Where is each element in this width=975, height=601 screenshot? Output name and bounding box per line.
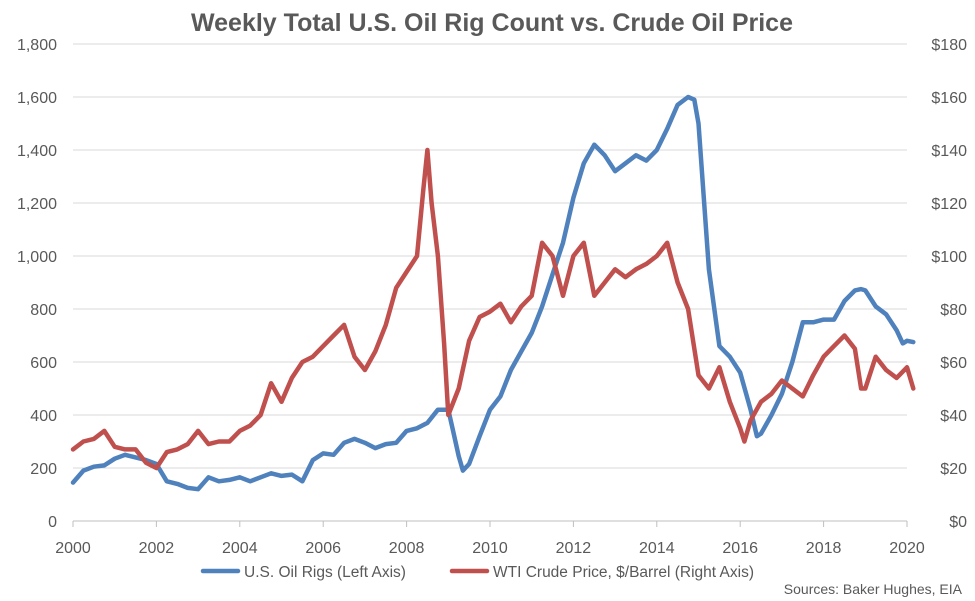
series-line-rigs: [70, 94, 916, 492]
x-axis-ticks: 2000 2002 2004 2006 2008 2010 2012 2014 2016 2018…: [55, 521, 925, 557]
right-tick-label: $80: [940, 302, 967, 319]
right-tick-label: $60: [940, 355, 967, 372]
gridlines: [73, 43, 907, 469]
legend: U.S. Oil Rigs (Left Axis) WTI Crude Pric…: [200, 564, 754, 581]
series-line-crude: [70, 147, 916, 471]
x-tick-label: 2002: [139, 540, 175, 557]
chart-title: Weekly Total U.S. Oil Rig Count vs. Crud…: [191, 9, 793, 37]
x-tick-label: 2010: [472, 540, 508, 557]
x-tick-label: 2014: [639, 540, 675, 557]
left-tick-label: 400: [30, 408, 57, 425]
left-tick-label: 1,800: [17, 37, 57, 54]
legend-label-rigs: U.S. Oil Rigs (Left Axis): [244, 564, 406, 581]
right-tick-label: $20: [940, 461, 967, 478]
x-tick-label: 2000: [55, 540, 91, 557]
left-tick-label: 800: [30, 302, 57, 319]
x-tick-label: 2012: [556, 540, 592, 557]
left-tick-label: 0: [48, 514, 57, 531]
left-tick-label: 600: [30, 355, 57, 372]
series-layer: [70, 94, 916, 492]
left-tick-label: 200: [30, 461, 57, 478]
right-tick-label: $120: [931, 196, 967, 213]
left-axis-ticks: 0 200 400 600 800 1,000 1,200 1,400 1,600 1,800: [17, 37, 57, 531]
x-tick-label: 2006: [305, 540, 341, 557]
left-tick-label: 1,200: [17, 196, 57, 213]
left-tick-label: 1,400: [17, 143, 57, 160]
right-tick-label: $160: [931, 90, 967, 107]
x-tick-label: 2018: [806, 540, 842, 557]
right-tick-label: $0: [949, 514, 967, 531]
x-tick-label: 2004: [222, 540, 258, 557]
left-tick-label: 1,600: [17, 90, 57, 107]
right-tick-label: $180: [931, 37, 967, 54]
right-tick-label: $40: [940, 408, 967, 425]
x-tick-label: 2020: [889, 540, 925, 557]
right-axis-ticks: $0 $20 $40 $60 $80 $100 $120 $140 $160 $180: [931, 37, 967, 531]
x-tick-label: 2016: [722, 540, 758, 557]
left-tick-label: 1,000: [17, 249, 57, 266]
legend-label-crude: WTI Crude Price, $/Barrel (Right Axis): [493, 564, 754, 581]
right-tick-label: $140: [931, 143, 967, 160]
source-note: Sources: Baker Hughes, EIA: [784, 581, 963, 597]
right-tick-label: $100: [931, 249, 967, 266]
x-tick-label: 2008: [389, 540, 425, 557]
